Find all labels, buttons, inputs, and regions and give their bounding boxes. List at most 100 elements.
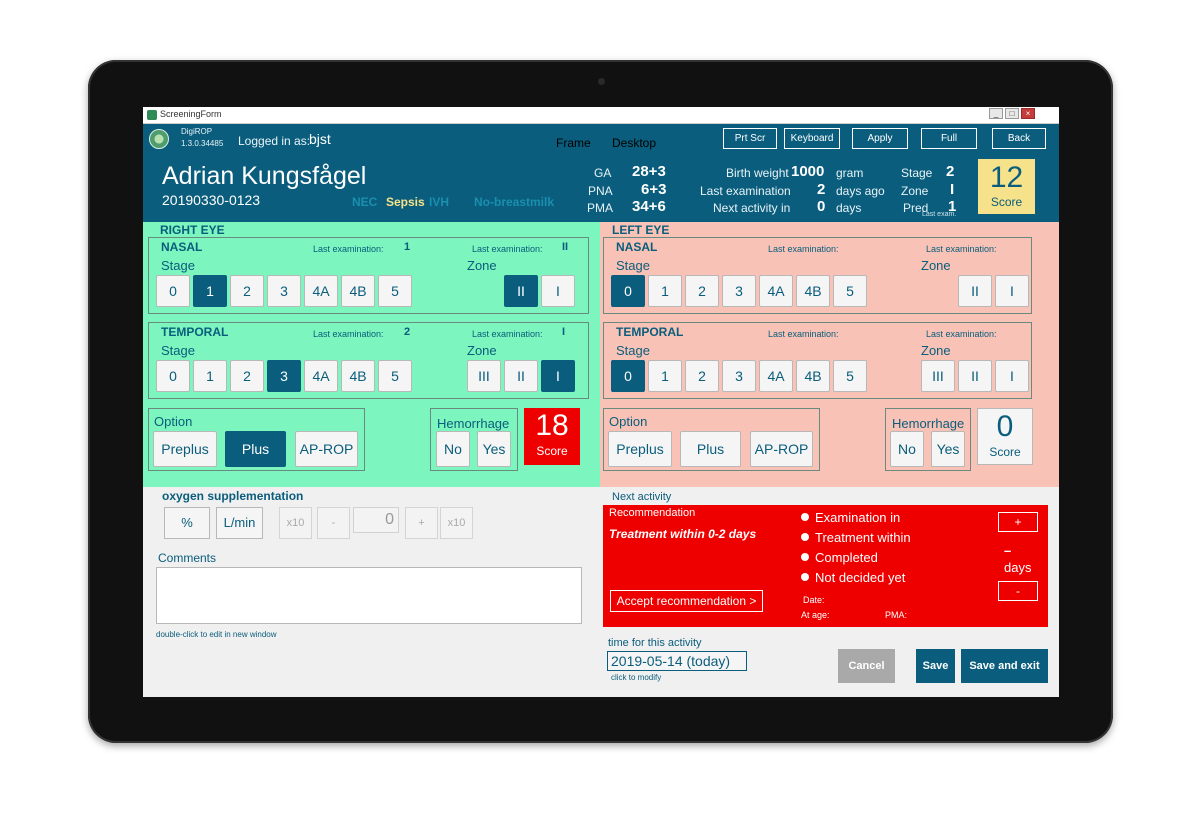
- hemorrhage-label: Hemorrhage: [437, 416, 510, 431]
- stage-label: Stage: [616, 343, 650, 358]
- stage-button-3[interactable]: 3: [722, 360, 756, 392]
- plus-button[interactable]: Plus: [225, 431, 286, 467]
- stage-button-4a[interactable]: 4A: [304, 275, 338, 307]
- back-button[interactable]: Back: [992, 128, 1046, 149]
- oxygen-value-field[interactable]: 0: [353, 507, 399, 533]
- oxygen-plus-x10-button[interactable]: x10: [440, 507, 473, 539]
- accept-recommendation-button[interactable]: Accept recommendation >: [610, 590, 763, 612]
- zone-button-i[interactable]: I: [541, 275, 575, 307]
- flag-ivh[interactable]: IVH: [429, 195, 450, 209]
- desktop-option[interactable]: Desktop: [612, 136, 657, 150]
- keyboard-button[interactable]: Keyboard: [784, 128, 840, 149]
- comments-field[interactable]: [156, 567, 582, 624]
- stage-button-2[interactable]: 2: [230, 275, 264, 307]
- hemorrhage-yes-button[interactable]: Yes: [477, 431, 511, 467]
- activity-time-field[interactable]: 2019-05-14 (today): [607, 651, 747, 671]
- oxygen-plus-button[interactable]: +: [405, 507, 438, 539]
- stage-button-1[interactable]: 1: [648, 360, 682, 392]
- radio-examination-in[interactable]: Examination in: [801, 510, 900, 525]
- radio-not-decided[interactable]: Not decided yet: [801, 570, 905, 585]
- window-title: ScreeningForm: [160, 109, 222, 119]
- stage-button-4b[interactable]: 4B: [341, 360, 375, 392]
- oxygen-lmin-button[interactable]: L/min: [216, 507, 263, 539]
- apply-button[interactable]: Apply: [852, 128, 908, 149]
- region-title: TEMPORAL: [616, 325, 684, 339]
- close-icon[interactable]: ×: [1021, 108, 1035, 119]
- maximize-icon[interactable]: □: [1005, 108, 1019, 119]
- stage-button-4a[interactable]: 4A: [759, 360, 793, 392]
- flag-sepsis[interactable]: Sepsis: [386, 195, 425, 209]
- stage-button-3[interactable]: 3: [722, 275, 756, 307]
- stage-button-4b[interactable]: 4B: [341, 275, 375, 307]
- zone-button-i[interactable]: I: [995, 360, 1029, 392]
- stage-button-5[interactable]: 5: [833, 360, 867, 392]
- right-nasal-region: NASAL Last examination: 1 Last examinati…: [148, 237, 589, 314]
- frame-option[interactable]: Frame: [556, 136, 591, 150]
- stage-button-2[interactable]: 2: [685, 360, 719, 392]
- stage-button-1[interactable]: 1: [193, 275, 227, 307]
- oxygen-percent-button[interactable]: %: [164, 507, 210, 539]
- stage-button-0[interactable]: 0: [156, 360, 190, 392]
- stage-button-4b[interactable]: 4B: [796, 360, 830, 392]
- zone-button-iii[interactable]: III: [467, 360, 501, 392]
- zone-button-iii[interactable]: III: [921, 360, 955, 392]
- zone-button-ii[interactable]: II: [958, 360, 992, 392]
- zone-button-ii[interactable]: II: [504, 360, 538, 392]
- days-minus-button[interactable]: -: [998, 581, 1038, 601]
- stage-button-5[interactable]: 5: [378, 360, 412, 392]
- zone-button-ii[interactable]: II: [504, 275, 538, 307]
- last-exam-label: Last examination: [700, 184, 791, 198]
- preplus-button[interactable]: Preplus: [608, 431, 672, 467]
- right-option-group: Option Preplus Plus AP-ROP: [148, 408, 365, 471]
- save-and-exit-button[interactable]: Save and exit: [961, 649, 1048, 683]
- last-exam-label: Last examination:: [768, 244, 839, 254]
- right-eye-score: 18 Score: [524, 408, 580, 465]
- stage-button-4b[interactable]: 4B: [796, 275, 830, 307]
- days-plus-button[interactable]: +: [998, 512, 1038, 532]
- stage-button-4a[interactable]: 4A: [304, 360, 338, 392]
- at-age-label: At age:: [801, 610, 830, 620]
- radio-icon: [801, 573, 809, 581]
- activity-time-hint: click to modify: [611, 673, 662, 682]
- flag-nec[interactable]: NEC: [352, 195, 378, 209]
- oxygen-minus-x10-button[interactable]: x10: [279, 507, 312, 539]
- hemorrhage-yes-button[interactable]: Yes: [931, 431, 965, 467]
- zone-label: Zone: [921, 343, 951, 358]
- stage-button-0[interactable]: 0: [611, 360, 645, 392]
- save-button[interactable]: Save: [916, 649, 955, 683]
- region-title: NASAL: [161, 240, 203, 254]
- flag-no-breastmilk[interactable]: No-breastmilk: [474, 195, 555, 209]
- hemorrhage-no-button[interactable]: No: [890, 431, 924, 467]
- stage-button-0[interactable]: 0: [156, 275, 190, 307]
- cancel-button[interactable]: Cancel: [838, 649, 895, 683]
- stage-button-1[interactable]: 1: [648, 275, 682, 307]
- zone-button-i[interactable]: I: [995, 275, 1029, 307]
- preplus-button[interactable]: Preplus: [153, 431, 217, 467]
- stage-button-3[interactable]: 3: [267, 360, 301, 392]
- stage-button-4a[interactable]: 4A: [759, 275, 793, 307]
- comments-hint: double-click to edit in new window: [156, 630, 277, 639]
- hemorrhage-label: Hemorrhage: [892, 416, 965, 431]
- stage-button-3[interactable]: 3: [267, 275, 301, 307]
- zone-button-i[interactable]: I: [541, 360, 575, 392]
- stage-button-0[interactable]: 0: [611, 275, 645, 307]
- minimize-icon[interactable]: _: [989, 108, 1003, 119]
- ap-rop-button[interactable]: AP-ROP: [750, 431, 813, 467]
- ap-rop-button[interactable]: AP-ROP: [295, 431, 358, 467]
- radio-icon: [801, 553, 809, 561]
- radio-completed[interactable]: Completed: [801, 550, 878, 565]
- radio-treatment-within[interactable]: Treatment within: [801, 530, 911, 545]
- full-button[interactable]: Full: [921, 128, 977, 149]
- stage-button-1[interactable]: 1: [193, 360, 227, 392]
- print-screen-button[interactable]: Prt Scr: [723, 128, 777, 149]
- plus-button[interactable]: Plus: [680, 431, 741, 467]
- hemorrhage-no-button[interactable]: No: [436, 431, 470, 467]
- zone-button-ii[interactable]: II: [958, 275, 992, 307]
- stage-button-5[interactable]: 5: [833, 275, 867, 307]
- stage-button-2[interactable]: 2: [685, 275, 719, 307]
- top-bar: DigiROP 1.3.0.34485 Logged in as: bjst F…: [143, 124, 1059, 154]
- stage-label: Stage: [901, 166, 933, 180]
- stage-button-2[interactable]: 2: [230, 360, 264, 392]
- oxygen-minus-button[interactable]: -: [317, 507, 350, 539]
- stage-button-5[interactable]: 5: [378, 275, 412, 307]
